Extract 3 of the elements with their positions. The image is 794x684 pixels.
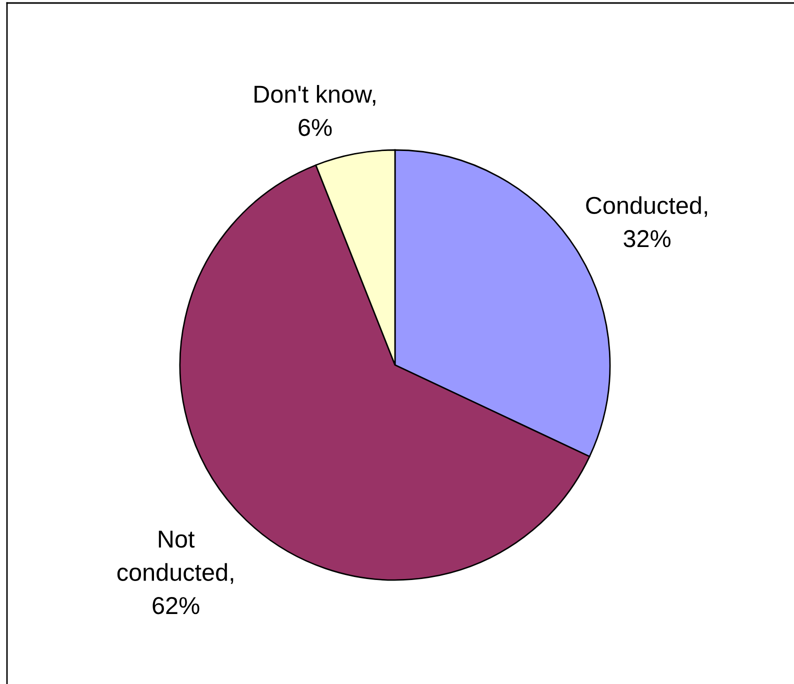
data-label: Conducted, 32% bbox=[586, 196, 708, 248]
data-label: Don't know, 6% bbox=[254, 84, 376, 136]
data-label: Not conducted, 62% bbox=[117, 530, 234, 614]
